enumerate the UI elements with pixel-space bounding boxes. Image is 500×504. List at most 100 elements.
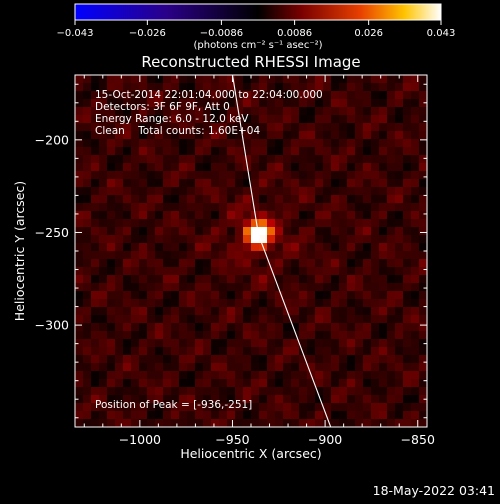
heatmap-cell [299, 163, 308, 172]
heatmap-cell [219, 195, 228, 204]
heatmap-cell [331, 387, 340, 396]
heatmap-cell [379, 155, 388, 164]
heatmap-cell [171, 291, 180, 300]
heatmap-cell [83, 275, 92, 284]
heatmap-cell [155, 291, 164, 300]
heatmap-cell [387, 179, 396, 188]
heatmap-cell [155, 243, 164, 252]
heatmap-cell [387, 371, 396, 380]
heatmap-cell [75, 411, 84, 420]
heatmap-cell [99, 75, 108, 84]
heatmap-cell [131, 283, 140, 292]
heatmap-cell [419, 283, 427, 292]
heatmap-cell [307, 83, 316, 92]
heatmap-cell [243, 147, 252, 156]
heatmap-cell [315, 411, 324, 420]
heatmap-cell [131, 395, 140, 404]
heatmap-cell [91, 419, 100, 427]
heatmap-cell [275, 411, 284, 420]
heatmap-cell [203, 131, 212, 140]
heatmap-cell [235, 387, 244, 396]
heatmap-cell [171, 139, 180, 148]
heatmap-cell [203, 267, 212, 276]
heatmap-cell [163, 379, 172, 388]
heatmap-cell [323, 387, 332, 396]
heatmap-cell [219, 235, 228, 244]
heatmap-cell [411, 99, 420, 108]
heatmap-cell [331, 403, 340, 412]
heatmap-cell [83, 91, 92, 100]
heatmap-cell [371, 123, 380, 132]
heatmap-cell [315, 379, 324, 388]
heatmap-cell [235, 307, 244, 316]
heatmap-cell [147, 291, 156, 300]
heatmap-cell [355, 299, 364, 308]
heatmap-cell [387, 331, 396, 340]
heatmap-cell [291, 235, 300, 244]
heatmap-cell [115, 291, 124, 300]
heatmap-cell [299, 411, 308, 420]
heatmap-cell [315, 243, 324, 252]
heatmap-cell [347, 371, 356, 380]
heatmap-cell [307, 283, 316, 292]
heatmap-cell [307, 395, 316, 404]
heatmap-cell [355, 211, 364, 220]
heatmap-cell [115, 131, 124, 140]
heatmap-cell [139, 259, 148, 268]
heatmap-cell [195, 187, 204, 196]
heatmap-cell [243, 243, 252, 252]
info-line-detectors: Detectors: 3F 6F 9F, Att 0 [95, 101, 230, 113]
heatmap-cell [291, 195, 300, 204]
heatmap-cell [155, 331, 164, 340]
heatmap-cell [379, 299, 388, 308]
heatmap-cell [275, 243, 284, 252]
heatmap-cell [171, 147, 180, 156]
heatmap-cell [123, 347, 132, 356]
heatmap-cell [251, 387, 260, 396]
heatmap-cell [315, 203, 324, 212]
heatmap-cell [251, 419, 260, 427]
heatmap-cell [163, 179, 172, 188]
heatmap-cell [307, 259, 316, 268]
heatmap-cell [235, 275, 244, 284]
heatmap-cell [379, 267, 388, 276]
heatmap-cell [115, 99, 124, 108]
heatmap-cell [363, 339, 372, 348]
heatmap-cell [227, 291, 236, 300]
heatmap-cell [339, 163, 348, 172]
heatmap-cell [283, 363, 292, 372]
heatmap-cell [227, 163, 236, 172]
heatmap-cell [259, 155, 268, 164]
heatmap-cell [211, 163, 220, 172]
heatmap-cell [259, 123, 268, 132]
heatmap-cell [75, 419, 84, 427]
heatmap-cell [323, 75, 332, 84]
heatmap-cell [291, 123, 300, 132]
heatmap-cell [291, 379, 300, 388]
heatmap-cell [99, 259, 108, 268]
heatmap-cell [283, 99, 292, 108]
heatmap-cell [403, 203, 412, 212]
heatmap-cell [91, 179, 100, 188]
heatmap-cell [291, 403, 300, 412]
heatmap-cell [211, 155, 220, 164]
heatmap-cell [235, 107, 244, 116]
heatmap-cell [291, 203, 300, 212]
heatmap-cell [395, 299, 404, 308]
heatmap-cell [267, 299, 276, 308]
heatmap-cell [299, 203, 308, 212]
heatmap-cell [83, 339, 92, 348]
heatmap-cell [307, 235, 316, 244]
heatmap-cell [291, 83, 300, 92]
heatmap-cell [395, 275, 404, 284]
heatmap-cell [179, 219, 188, 228]
heatmap-cell [131, 307, 140, 316]
heatmap-cell [91, 195, 100, 204]
heatmap-cell [187, 139, 196, 148]
heatmap-cell [395, 139, 404, 148]
heatmap-cell [219, 147, 228, 156]
heatmap-cell [203, 355, 212, 364]
heatmap-cell [115, 187, 124, 196]
heatmap-cell [99, 235, 108, 244]
heatmap-cell [179, 259, 188, 268]
